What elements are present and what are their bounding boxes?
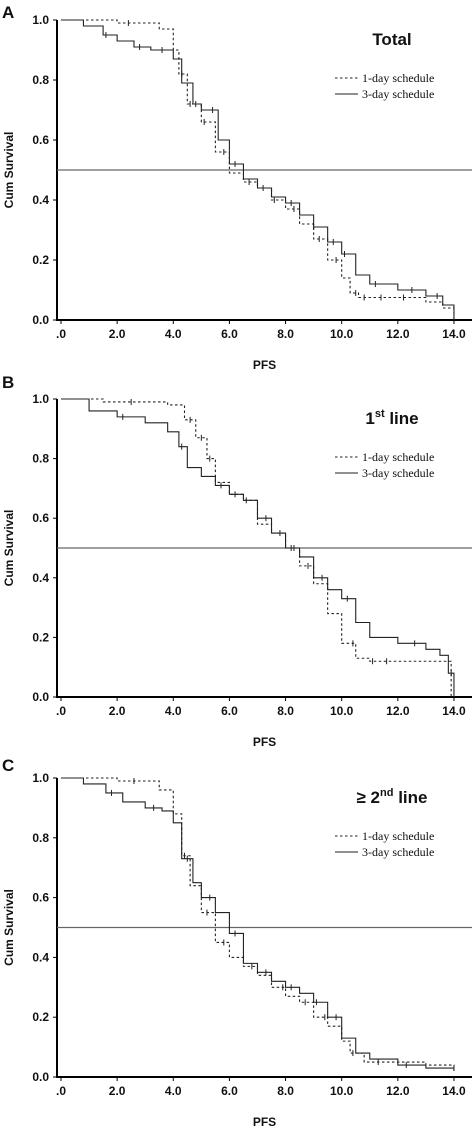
legend-label: 3-day schedule [362, 87, 434, 101]
legend-label: 1-day schedule [362, 450, 434, 464]
x-tick-label: 14.0 [442, 1084, 466, 1098]
y-tick-label: 0.6 [32, 891, 49, 905]
y-tick-label: 1.0 [32, 392, 49, 406]
panel-letter: C [2, 756, 14, 775]
x-tick-label: 4.0 [165, 704, 182, 718]
chart-panel-a: A 0.0 0.2 0.4 0.6 0.8 1.0 .0 2.0 4.0 6.0 8.0 10.0 12.… [2, 3, 472, 372]
y-tick-label: 0.8 [32, 452, 49, 466]
x-axis-label: PFS [253, 358, 276, 372]
y-tick-label: 0.0 [32, 690, 49, 704]
y-axis-label: Cum Survival [2, 132, 16, 209]
x-tick-label: 4.0 [165, 1084, 182, 1098]
y-tick-label: 0.4 [32, 950, 49, 964]
legend-label: 3-day schedule [362, 845, 434, 859]
x-tick-label: 12.0 [386, 327, 410, 341]
series-line-1-day [61, 19, 455, 320]
x-tick-label: .0 [56, 327, 66, 341]
x-tick-label: 10.0 [330, 704, 354, 718]
x-tick-label: 8.0 [277, 1084, 294, 1098]
y-tick-label: 0.2 [32, 253, 49, 267]
x-tick-label: 6.0 [221, 1084, 238, 1098]
panel-letter: B [2, 373, 14, 392]
y-tick-label: 0.6 [32, 511, 49, 525]
x-tick-label: 4.0 [165, 327, 182, 341]
y-tick-label: 0.8 [32, 73, 49, 87]
x-tick-label: 6.0 [221, 327, 238, 341]
x-axis-label: PFS [253, 735, 276, 749]
series-line-3-day [61, 398, 455, 697]
series-line-1-day [61, 777, 455, 1072]
x-axis-label: PFS [253, 1115, 276, 1129]
x-tick-label: 12.0 [386, 1084, 410, 1098]
panel-title: ≥ 2nd line [357, 787, 428, 807]
x-tick-label: 14.0 [442, 327, 466, 341]
y-tick-label: 0.6 [32, 133, 49, 147]
x-tick-label: 2.0 [109, 704, 126, 718]
y-tick-label: 1.0 [32, 13, 49, 27]
y-tick-label: 0.4 [32, 571, 49, 585]
y-axis-label: Cum Survival [2, 889, 16, 966]
x-tick-label: 8.0 [277, 327, 294, 341]
x-tick-label: 12.0 [386, 704, 410, 718]
y-tick-label: 0.2 [32, 1010, 49, 1024]
chart-panel-b: B 0.0 0.2 0.4 0.6 0.8 1.0 .0 2.0 4.0 6.0 8.0 10.0 12.… [2, 373, 472, 749]
legend-label: 1-day schedule [362, 829, 434, 843]
y-tick-label: 0.0 [32, 1070, 49, 1084]
panel-title: 1st line [365, 408, 418, 428]
y-axis-label: Cum Survival [2, 510, 16, 587]
y-tick-label: 1.0 [32, 771, 49, 785]
panel-title: Total [372, 30, 411, 49]
x-tick-label: 2.0 [109, 1084, 126, 1098]
x-tick-label: 10.0 [330, 327, 354, 341]
y-tick-label: 0.4 [32, 193, 49, 207]
x-tick-label: 8.0 [277, 704, 294, 718]
x-tick-label: 6.0 [221, 704, 238, 718]
legend-label: 3-day schedule [362, 466, 434, 480]
legend-label: 1-day schedule [362, 71, 434, 85]
x-tick-label: .0 [56, 1084, 66, 1098]
series-line-3-day [61, 777, 455, 1072]
y-tick-label: 0.8 [32, 831, 49, 845]
y-tick-label: 0.0 [32, 313, 49, 327]
chart-panel-c: C 0.0 0.2 0.4 0.6 0.8 1.0 .0 2.0 4.0 6.0 8.0 10.0 12.… [2, 756, 472, 1129]
y-tick-label: 0.2 [32, 630, 49, 644]
x-tick-label: .0 [56, 704, 66, 718]
series-line-1-day [61, 398, 452, 697]
x-tick-label: 2.0 [109, 327, 126, 341]
panel-letter: A [2, 3, 14, 22]
x-tick-label: 10.0 [330, 1084, 354, 1098]
x-tick-label: 14.0 [442, 704, 466, 718]
